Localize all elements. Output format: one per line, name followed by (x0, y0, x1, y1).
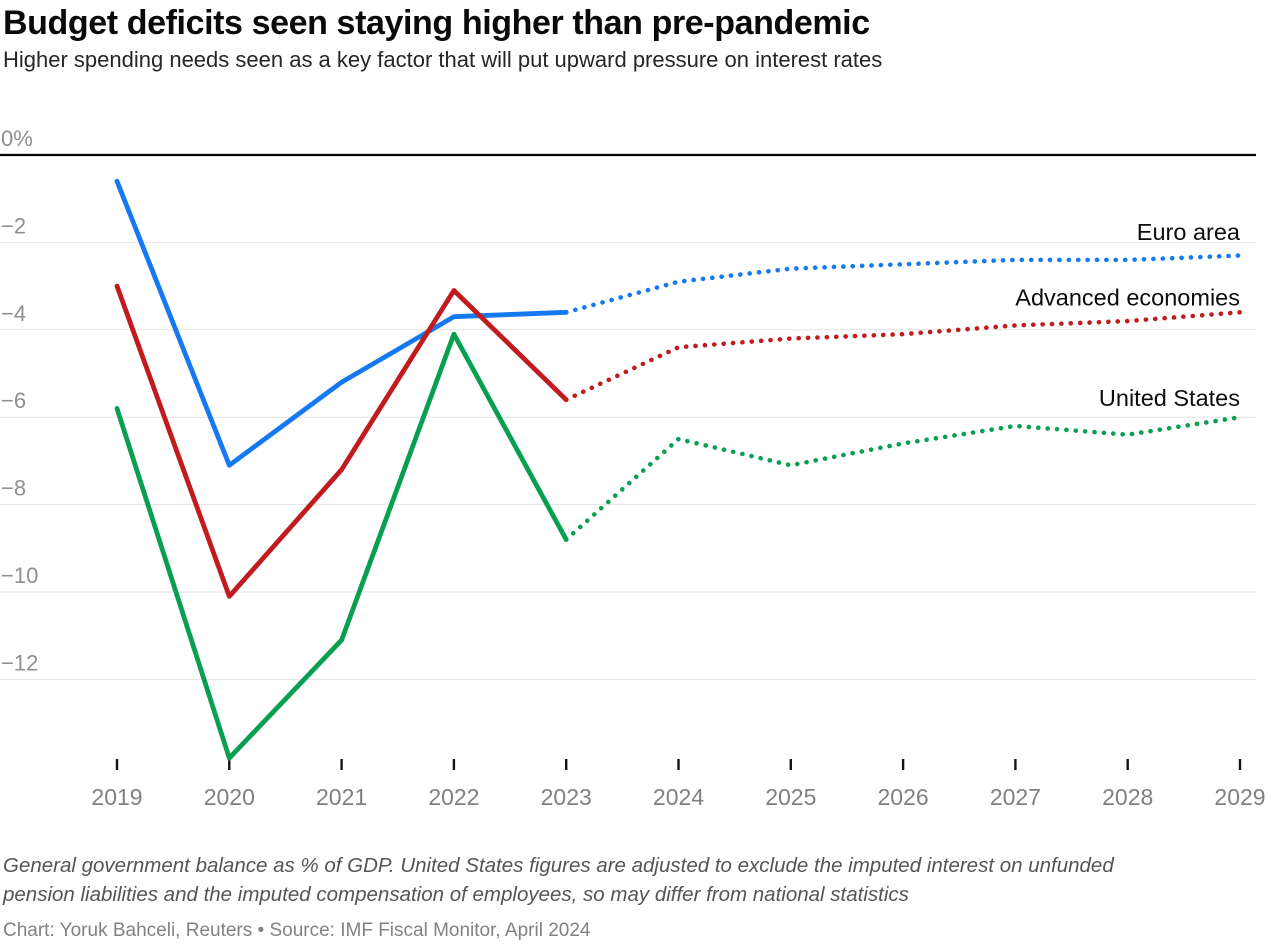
x-tick-label: 2027 (990, 784, 1041, 810)
footnote-line-2: pension liabilities and the imputed comp… (3, 883, 909, 906)
series-forecast-united-states (563, 414, 1243, 542)
series-line-advanced-economies (114, 283, 569, 599)
chart-subtitle: Higher spending needs seen as a key fact… (3, 47, 883, 72)
x-tick-label: 2021 (316, 784, 367, 810)
y-tick-label: −6 (1, 388, 26, 413)
series-line-euro-area (114, 178, 569, 468)
y-tick-label: −2 (1, 213, 26, 238)
x-tick-label: 2019 (91, 784, 142, 810)
series-line-united-states (114, 331, 569, 761)
y-tick-label: −8 (1, 476, 26, 501)
x-tick-label: 2024 (653, 784, 704, 810)
legend-label-euro-area: Euro area (1137, 219, 1241, 245)
x-tick-label: 2026 (878, 784, 929, 810)
chart-title: Budget deficits seen staying higher than… (3, 4, 870, 42)
x-tick-label: 2023 (541, 784, 592, 810)
y-tick-label: 0% (1, 126, 33, 151)
series-forecast-advanced-economies (563, 310, 1243, 403)
legend-label-united-states: United States (1099, 385, 1240, 411)
x-tick-label: 2025 (765, 784, 816, 810)
x-tick-label: 2028 (1102, 784, 1153, 810)
chart-credit: Chart: Yoruk Bahceli, Reuters • Source: … (3, 920, 591, 941)
footnote-line-1: General government balance as % of GDP. … (3, 854, 1114, 877)
y-tick-label: −10 (1, 563, 38, 588)
x-tick-label: 2020 (204, 784, 255, 810)
y-tick-label: −12 (1, 650, 38, 675)
x-tick-label: 2022 (428, 784, 479, 810)
legend-label-advanced-economies: Advanced economies (1015, 284, 1240, 310)
chart-footnote: General government balance as % of GDP. … (3, 851, 1265, 909)
x-tick-label: 2029 (1214, 784, 1265, 810)
y-tick-label: −4 (1, 301, 26, 326)
